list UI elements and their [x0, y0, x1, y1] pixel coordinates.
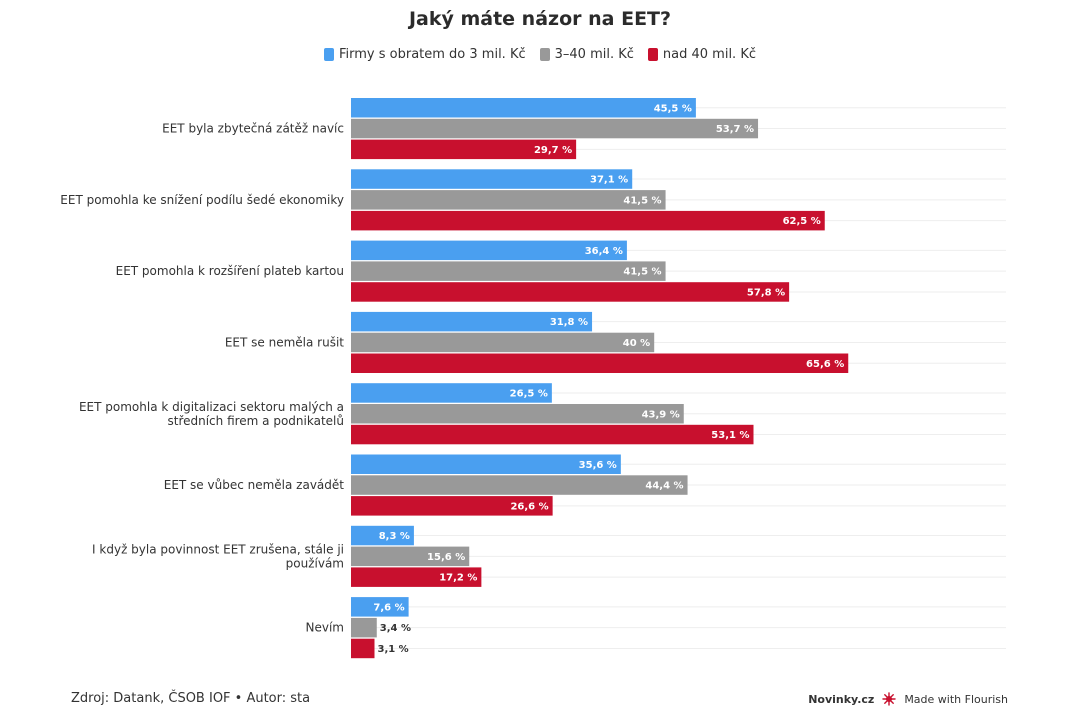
- bar: [351, 424, 754, 445]
- category-label: I když byla povinnost EET zrušena, stále…: [92, 542, 344, 570]
- brand-logo[interactable]: Novinky.cz: [808, 692, 875, 706]
- bar: [351, 597, 409, 617]
- data-label: 3,1 %: [377, 644, 408, 655]
- legend-label: 3–40 mil. Kč: [554, 47, 634, 62]
- data-label: 43,9 %: [642, 409, 680, 420]
- category-label-line: EET byla zbytečná zátěž navíc: [162, 122, 344, 136]
- bar: [351, 240, 627, 261]
- category-label: EET pomohla ke snížení podílu šedé ekono…: [60, 193, 344, 207]
- bar: [351, 282, 790, 302]
- bar: [351, 496, 553, 516]
- data-label: 29,7 %: [534, 145, 572, 156]
- data-label: 31,8 %: [550, 317, 588, 328]
- bar: [351, 525, 414, 546]
- bar: [351, 617, 377, 638]
- bar: [351, 311, 593, 332]
- flourish-icon: [882, 692, 897, 706]
- data-label: 41,5 %: [623, 195, 661, 206]
- legend-label: nad 40 mil. Kč: [662, 47, 756, 62]
- bar: [351, 261, 666, 281]
- bar: [351, 567, 482, 587]
- bar: [351, 404, 684, 424]
- bar: [351, 454, 621, 474]
- category-label-line: I když byla povinnost EET zrušena, stále…: [92, 542, 344, 556]
- bar: [351, 332, 655, 353]
- category-label-line: EET pomohla ke snížení podílu šedé ekono…: [60, 193, 344, 207]
- category-label-line: středních firem a podnikatelů: [167, 414, 344, 428]
- bar: [351, 546, 470, 567]
- bar: [351, 139, 577, 160]
- data-label: 53,1 %: [711, 430, 749, 441]
- data-label: 44,4 %: [645, 481, 683, 492]
- category-label-line: EET pomohla k rozšíření plateb kartou: [116, 264, 344, 278]
- data-label: 36,4 %: [585, 246, 623, 257]
- bar: [351, 383, 552, 403]
- data-label: 62,5 %: [783, 216, 821, 227]
- category-label-line: používám: [286, 556, 344, 570]
- data-label: 8,3 %: [379, 531, 410, 542]
- category-label-line: EET se neměla rušit: [225, 335, 344, 349]
- made-with-flourish[interactable]: Made with Flourish: [904, 692, 1008, 706]
- data-label: 17,2 %: [439, 573, 477, 584]
- data-label: 15,6 %: [427, 552, 465, 563]
- legend-swatch: [539, 48, 550, 61]
- data-label: 35,6 %: [579, 460, 617, 471]
- data-label: 45,5 %: [654, 103, 692, 114]
- bar: [351, 169, 633, 189]
- bar: [351, 98, 696, 118]
- category-label: EET pomohla k digitalizaci sektoru malýc…: [79, 400, 344, 428]
- category-label-line: EET pomohla k digitalizaci sektoru malýc…: [79, 400, 344, 414]
- category-label-line: Nevím: [306, 621, 344, 635]
- bar: [351, 475, 688, 495]
- bar: [351, 210, 825, 231]
- chart-legend: Firmy s obratem do 3 mil. Kč 3–40 mil. K…: [0, 47, 1080, 62]
- data-label: 53,7 %: [716, 124, 754, 135]
- data-label: 65,6 %: [806, 359, 844, 370]
- category-label: Nevím: [306, 621, 344, 635]
- legend-item-large-firms[interactable]: nad 40 mil. Kč: [647, 47, 756, 62]
- data-label: 37,1 %: [590, 175, 628, 186]
- legend-swatch: [647, 48, 658, 61]
- source-note: Zdroj: Datank, ČSOB IOF • Autor: sta: [71, 691, 311, 706]
- category-label: EET byla zbytečná zátěž navíc: [162, 122, 344, 136]
- data-label: 3,4 %: [380, 623, 411, 634]
- bar-chart: EET byla zbytečná zátěž navíc 45,5 % 53,7 …: [60, 98, 1006, 659]
- category-label: EET se neměla rušit: [225, 335, 344, 349]
- legend-label: Firmy s obratem do 3 mil. Kč: [338, 47, 526, 62]
- bar: [351, 190, 666, 210]
- category-label: EET se vůbec neměla zavádět: [164, 478, 345, 492]
- legend-swatch: [323, 48, 334, 61]
- category-label: EET pomohla k rozšíření plateb kartou: [116, 264, 344, 278]
- data-label: 57,8 %: [747, 287, 785, 298]
- data-label: 7,6 %: [373, 602, 404, 613]
- bar: [351, 353, 849, 373]
- bar: [351, 638, 375, 659]
- legend-item-small-firms[interactable]: Firmy s obratem do 3 mil. Kč: [323, 47, 526, 62]
- data-label: 26,5 %: [510, 388, 548, 399]
- category-label-line: EET se vůbec neměla zavádět: [164, 478, 345, 492]
- chart-title: Jaký máte názor na EET?: [408, 8, 672, 30]
- bar: [351, 118, 759, 139]
- data-label: 26,6 %: [510, 501, 548, 512]
- legend-item-medium-firms[interactable]: 3–40 mil. Kč: [539, 47, 634, 62]
- data-label: 41,5 %: [623, 267, 661, 278]
- data-label: 40 %: [623, 338, 650, 349]
- footer-brand: Novinky.cz Made with Flourish: [808, 692, 1008, 706]
